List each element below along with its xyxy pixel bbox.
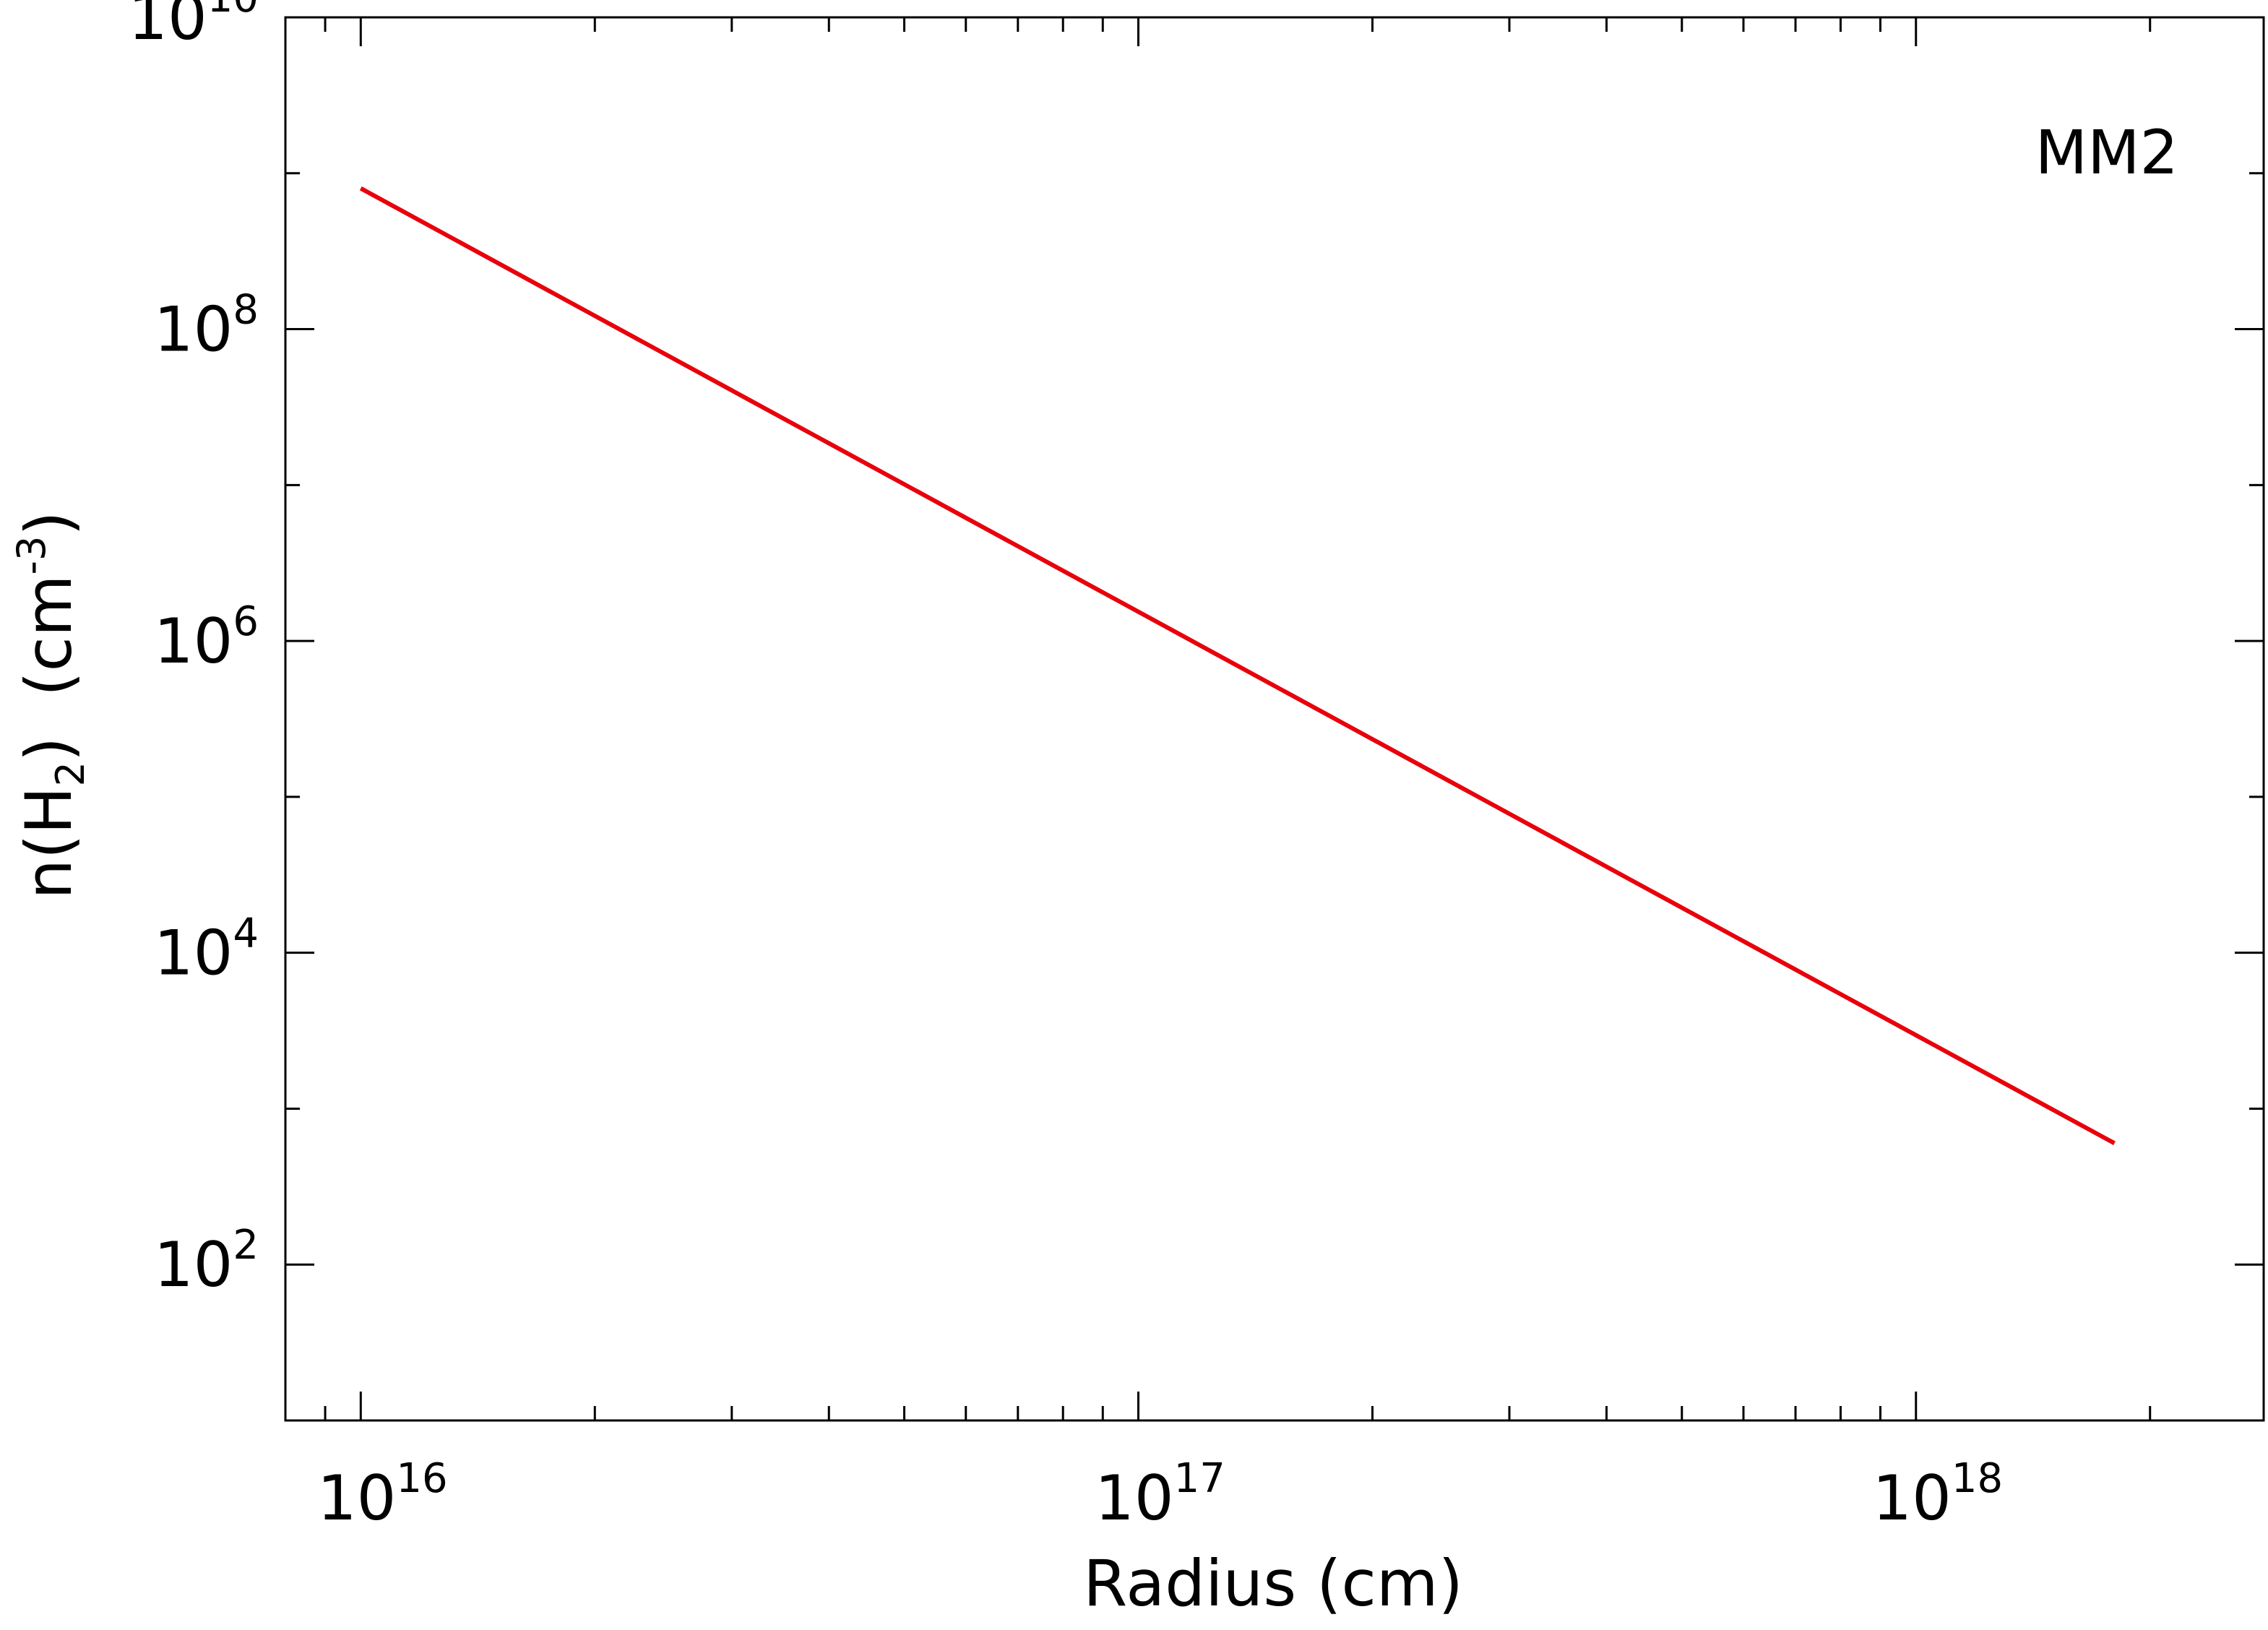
y-tick-label-base: 10 xyxy=(154,294,233,366)
y-label-middle: ) (cm xyxy=(12,574,86,762)
y-tick-label-base: 10 xyxy=(154,605,233,678)
density-series-line xyxy=(359,186,2116,1145)
x-tick-labels: 1016 1017 1018 xyxy=(317,1455,2003,1535)
x-tick-label-base: 10 xyxy=(1095,1462,1173,1535)
plot-area-frame xyxy=(284,16,2265,1422)
x-tick-label-exponent: 16 xyxy=(396,1455,447,1502)
y-tick-label-exponent: 6 xyxy=(233,598,259,645)
y-tick-label-exponent: 10 xyxy=(207,0,259,22)
y-tick-label-base: 10 xyxy=(154,1229,233,1301)
x-tick-label: 1018 xyxy=(1872,1455,2003,1535)
x-tick-label-base: 10 xyxy=(317,1462,396,1535)
y-tick-labels: 1021041061081010 xyxy=(128,0,259,1301)
y-tick-label: 1010 xyxy=(128,0,259,54)
y-tick-label: 106 xyxy=(154,598,259,678)
y-tick-label-exponent: 4 xyxy=(233,910,259,957)
y-tick-label: 108 xyxy=(154,287,259,366)
y-tick-label-exponent: 2 xyxy=(233,1222,259,1269)
y-label-subscript: 2 xyxy=(48,762,93,786)
y-axis-label: n(H2) (cm-3) xyxy=(9,450,93,1000)
y-label-suffix: ) xyxy=(12,511,86,535)
panel-annotation: MM2 xyxy=(2035,117,2178,188)
y-label-superscript: -3 xyxy=(9,536,54,575)
x-tick-label: 1016 xyxy=(317,1455,448,1535)
x-axis-label: Radius (cm) xyxy=(1083,1546,1463,1621)
x-tick-label: 1017 xyxy=(1095,1455,1225,1535)
y-tick-label: 104 xyxy=(154,910,259,990)
axis-ticks xyxy=(284,16,2264,1422)
x-tick-label-exponent: 17 xyxy=(1174,1455,1225,1502)
x-tick-label-exponent: 18 xyxy=(1952,1455,2003,1502)
series-layer xyxy=(359,186,2116,1145)
y-tick-label-base: 10 xyxy=(128,0,207,54)
y-label-prefix: n(H xyxy=(12,787,86,900)
y-tick-label-exponent: 8 xyxy=(233,287,259,334)
y-tick-label: 102 xyxy=(154,1222,259,1301)
y-tick-label-base: 10 xyxy=(154,918,233,990)
x-tick-label-base: 10 xyxy=(1872,1462,1951,1535)
